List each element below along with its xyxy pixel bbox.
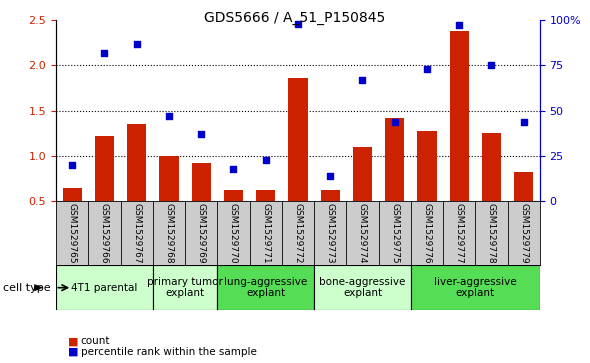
Bar: [153, 265, 217, 310]
Point: [358, 77, 367, 83]
Text: GSM1529775: GSM1529775: [390, 203, 399, 264]
Text: GSM1529766: GSM1529766: [100, 203, 109, 264]
Bar: [417, 131, 437, 201]
Bar: [450, 31, 469, 201]
Point: [196, 131, 206, 137]
Bar: [353, 147, 372, 201]
Bar: [314, 265, 411, 310]
Point: [293, 21, 303, 26]
Text: GSM1529769: GSM1529769: [196, 203, 206, 264]
Point: [390, 119, 399, 125]
Text: GSM1529774: GSM1529774: [358, 203, 367, 264]
Bar: [95, 136, 114, 201]
Point: [487, 62, 496, 68]
Point: [132, 41, 142, 46]
Bar: [192, 163, 211, 201]
Text: GSM1529771: GSM1529771: [261, 203, 270, 264]
Point: [261, 157, 270, 163]
Text: GSM1529765: GSM1529765: [68, 203, 77, 264]
Bar: [217, 265, 314, 310]
Bar: [385, 118, 404, 201]
Text: GSM1529772: GSM1529772: [293, 203, 303, 264]
Bar: [56, 265, 153, 310]
Point: [422, 66, 432, 72]
Text: GSM1529778: GSM1529778: [487, 203, 496, 264]
Text: ■: ■: [68, 336, 78, 346]
Text: primary tumor
explant: primary tumor explant: [147, 277, 223, 298]
Text: GDS5666 / A_51_P150845: GDS5666 / A_51_P150845: [204, 11, 386, 25]
Bar: [289, 78, 307, 201]
Text: GSM1529768: GSM1529768: [165, 203, 173, 264]
Point: [164, 113, 173, 119]
Text: GSM1529770: GSM1529770: [229, 203, 238, 264]
Text: GSM1529779: GSM1529779: [519, 203, 528, 264]
Text: 4T1 parental: 4T1 parental: [71, 283, 137, 293]
Point: [519, 119, 529, 125]
Text: cell type: cell type: [3, 283, 51, 293]
Text: liver-aggressive
explant: liver-aggressive explant: [434, 277, 517, 298]
Bar: [320, 189, 340, 201]
Bar: [127, 124, 146, 201]
Bar: [256, 189, 276, 201]
Bar: [411, 265, 540, 310]
Bar: [482, 133, 501, 201]
Text: ■: ■: [68, 347, 78, 357]
Point: [100, 50, 109, 56]
Point: [326, 173, 335, 179]
Text: GSM1529767: GSM1529767: [132, 203, 141, 264]
Point: [229, 166, 238, 172]
Bar: [159, 156, 179, 201]
Text: percentile rank within the sample: percentile rank within the sample: [81, 347, 257, 357]
Text: bone-aggressive
explant: bone-aggressive explant: [319, 277, 406, 298]
Text: count: count: [81, 336, 110, 346]
Text: lung-aggressive
explant: lung-aggressive explant: [224, 277, 307, 298]
Text: GSM1529773: GSM1529773: [326, 203, 335, 264]
Point: [67, 162, 77, 168]
Bar: [224, 189, 243, 201]
Text: GSM1529776: GSM1529776: [422, 203, 431, 264]
Bar: [514, 172, 533, 201]
Text: GSM1529777: GSM1529777: [455, 203, 464, 264]
Point: [454, 23, 464, 28]
Bar: [63, 188, 82, 201]
